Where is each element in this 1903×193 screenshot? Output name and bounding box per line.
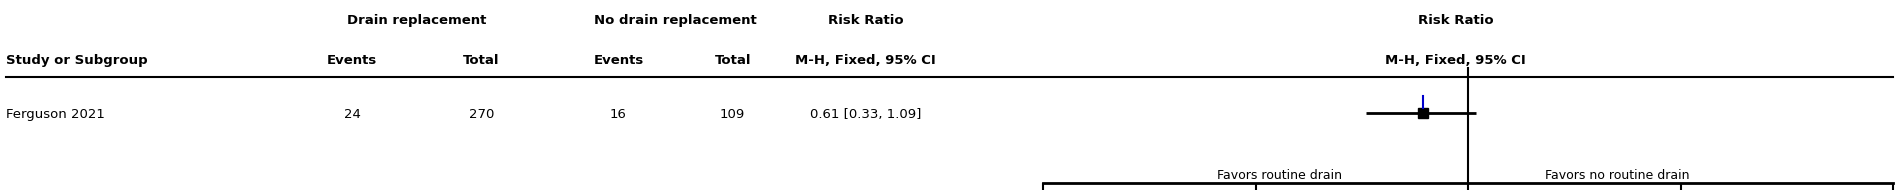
Text: Events: Events bbox=[594, 54, 643, 67]
Text: 109: 109 bbox=[719, 108, 746, 121]
Text: 0.61 [0.33, 1.09]: 0.61 [0.33, 1.09] bbox=[811, 108, 921, 121]
Text: Risk Ratio: Risk Ratio bbox=[828, 14, 904, 26]
Text: Total: Total bbox=[714, 54, 752, 67]
Text: Risk Ratio: Risk Ratio bbox=[1418, 14, 1494, 26]
Text: Favors no routine drain: Favors no routine drain bbox=[1545, 169, 1690, 182]
Text: 16: 16 bbox=[611, 108, 626, 121]
Text: Events: Events bbox=[327, 54, 377, 67]
Text: 24: 24 bbox=[344, 108, 360, 121]
Text: Ferguson 2021: Ferguson 2021 bbox=[6, 108, 105, 121]
Text: M-H, Fixed, 95% CI: M-H, Fixed, 95% CI bbox=[1385, 54, 1526, 67]
Text: Study or Subgroup: Study or Subgroup bbox=[6, 54, 147, 67]
Text: Drain replacement: Drain replacement bbox=[346, 14, 487, 26]
Text: Favors routine drain: Favors routine drain bbox=[1218, 169, 1342, 182]
Text: 270: 270 bbox=[468, 108, 495, 121]
Text: Total: Total bbox=[462, 54, 500, 67]
Text: No drain replacement: No drain replacement bbox=[594, 14, 757, 26]
Text: M-H, Fixed, 95% CI: M-H, Fixed, 95% CI bbox=[795, 54, 936, 67]
